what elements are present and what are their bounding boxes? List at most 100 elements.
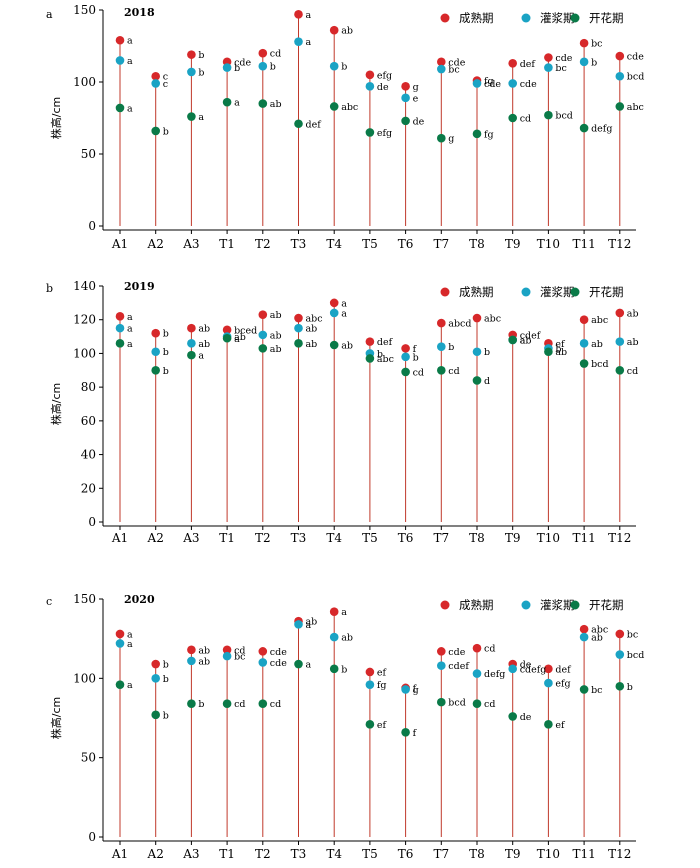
panel-letter: a [46,8,53,21]
x-tick-label: T2 [255,531,271,545]
legend-item-filling: 灌浆期 [521,598,575,612]
y-tick-label: 100 [73,671,96,685]
point-flowering [258,99,268,108]
point-flowering [365,720,375,729]
significance-label: c [163,72,168,83]
point-filling [294,323,303,333]
point-maturity [615,308,625,318]
significance-label: bc [591,685,602,696]
point-maturity [472,313,482,323]
point-flowering [151,365,160,375]
point-maturity [579,315,589,325]
point-maturity [365,70,375,80]
point-filling [365,680,375,689]
point-maturity [401,82,410,91]
point-maturity [544,53,553,62]
x-tick-label: T12 [608,531,631,545]
x-tick-label: T5 [362,847,378,861]
panel-year: 2020 [124,593,155,606]
significance-label: b [413,352,419,363]
legend-marker [521,600,531,610]
significance-label: def [377,337,394,348]
point-maturity [329,25,339,35]
significance-label: abc [627,102,644,113]
significance-label: f [413,728,418,739]
y-tick-label: 0 [88,515,96,529]
point-filling [472,347,482,357]
significance-label: ab [341,341,353,352]
point-maturity [187,645,196,655]
point-filling [579,57,589,67]
significance-label: ab [270,344,282,355]
point-flowering [508,113,517,123]
point-maturity [115,629,125,639]
significance-label: a [234,334,240,345]
point-flowering [401,367,410,377]
y-axis-label: 株高/cm [49,383,63,425]
point-flowering [365,354,375,363]
significance-label: cd [448,366,459,377]
point-filling [151,79,160,88]
significance-label: ef [377,720,388,731]
point-flowering [472,129,482,139]
significance-label: a [306,660,312,671]
significance-label: ab [270,330,282,341]
significance-label: bcd [627,650,644,661]
point-filling [294,620,303,629]
point-flowering [258,344,268,353]
x-tick-label: T7 [433,531,449,545]
significance-label: cd [413,367,424,378]
x-tick-label: T9 [505,847,521,861]
point-filling [615,337,625,346]
significance-label: a [341,308,347,319]
significance-label: bcd [591,359,608,370]
significance-label: bced [234,325,257,336]
significance-label: bcd [448,698,465,709]
significance-label: a [520,335,526,346]
x-tick-label: T4 [326,847,342,861]
point-filling [544,678,553,688]
legend-label: 开花期 [589,598,624,612]
significance-label: ab [341,26,353,37]
significance-label: b [448,342,454,353]
significance-label: ab [270,99,282,110]
x-tick-label: T11 [572,531,595,545]
chart-panel-c: c 2020 0 50 100 150 株高/cm A1 A2 A3 T1 T2 T3 T4 T5 T6 T7 T… [46,592,644,861]
point-maturity [579,624,589,634]
significance-label: cdef [448,661,470,672]
legend-label: 灌浆期 [540,598,575,612]
point-flowering [222,97,232,107]
significance-label: a [306,620,312,631]
x-tick-label: T3 [291,531,307,545]
x-tick-label: T4 [326,531,342,545]
x-tick-label: T5 [362,531,378,545]
legend-item-filling: 灌浆期 [521,11,575,25]
significance-label: ef [555,720,566,731]
significance-label: cde [270,658,287,669]
point-filling [151,347,160,357]
significance-label: b [555,344,561,355]
significance-label: f [413,683,418,694]
significance-label: b [163,710,169,721]
x-tick-label: T9 [505,531,521,545]
point-filling [329,61,339,71]
chart-panel-a: a 2018 0 50 100 150 株高/cm A1 A2 A3 T1 T2 T3 T4 T5 T6 T7 T… [46,3,644,251]
panel-year: 2019 [124,280,155,293]
point-flowering [544,110,553,120]
significance-label: cde [270,647,287,658]
x-tick-label: T12 [608,847,631,861]
legend-item-maturity: 成熟期 [440,285,494,299]
significance-label: bcd [555,111,572,122]
x-tick-label: T6 [398,237,414,251]
significance-label: g [413,82,419,93]
x-tick-label: T2 [255,237,271,251]
significance-label: cd [520,114,531,125]
y-axis-label: 株高/cm [49,97,63,139]
y-tick-label: 150 [73,592,96,606]
significance-label: a [127,680,133,691]
significance-label: abc [341,102,358,113]
